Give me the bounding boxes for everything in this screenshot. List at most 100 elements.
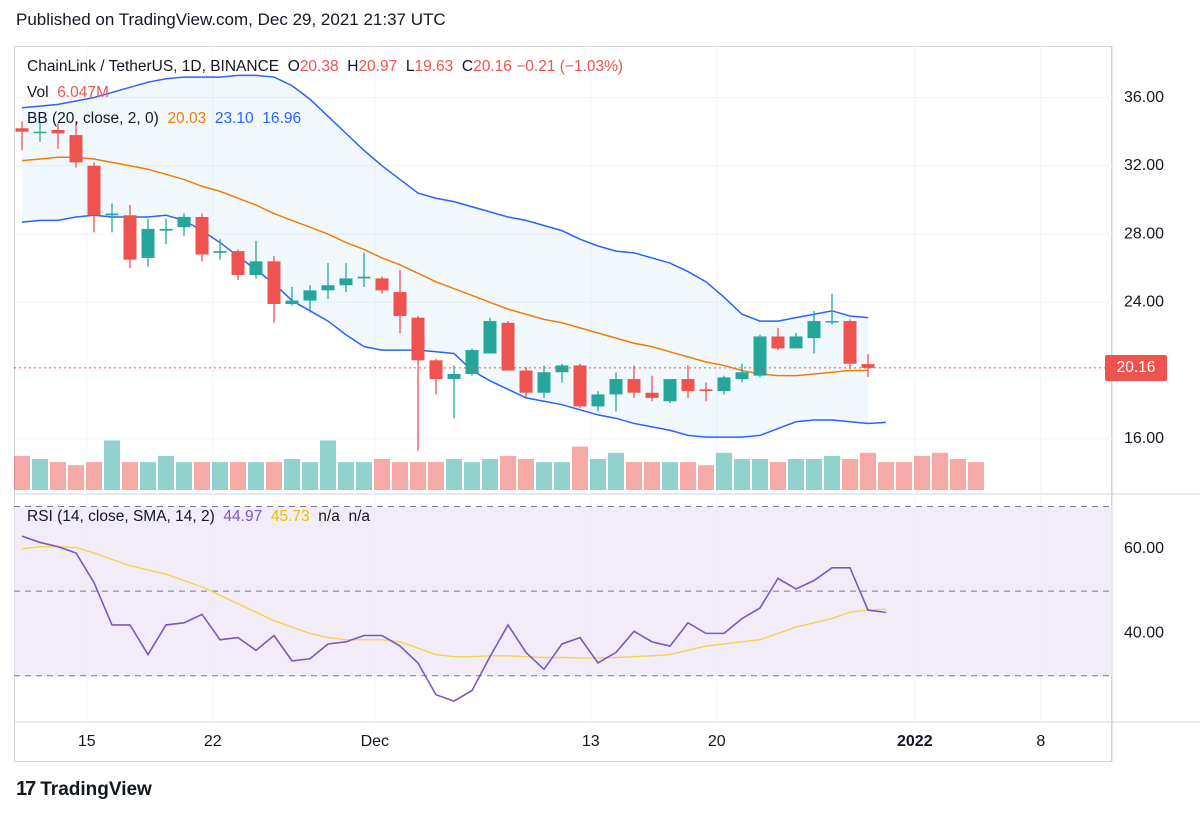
bollinger-label: BB (20, close, 2, 0) (27, 110, 159, 127)
price-tick-label: 24.00 (1124, 294, 1164, 311)
volume-bar (32, 459, 48, 490)
price-tick-label: 32.00 (1124, 157, 1164, 174)
time-tick-label: 13 (582, 733, 600, 750)
volume-bar (122, 462, 138, 490)
time-tick-label: 15 (78, 733, 96, 750)
symbol-legend: ChainLink / TetherUS, 1D, BINANCE O20.38… (27, 58, 623, 76)
volume-bar (482, 459, 498, 490)
low-value: 19.63 (414, 58, 454, 75)
tradingview-brand-text: TradingView (40, 778, 152, 800)
symbol-name: ChainLink / TetherUS, 1D, BINANCE (27, 58, 280, 75)
volume-bar (572, 446, 588, 490)
change-value: −0.21 (−1.03%) (516, 58, 624, 75)
candle-body (51, 129, 65, 134)
tradingview-logo[interactable]: 17 TradingView (16, 778, 152, 801)
volume-bar (644, 462, 660, 490)
candle-body (15, 128, 29, 132)
volume-bar (176, 462, 192, 490)
candle-body (393, 292, 407, 316)
rsi-label: RSI (14, close, SMA, 14, 2) (27, 508, 215, 525)
volume-bar (338, 462, 354, 490)
candle-body (69, 135, 83, 163)
candle-body (429, 360, 443, 380)
volume-bar (284, 459, 300, 490)
candle-body (717, 377, 731, 392)
candle-body (501, 322, 515, 371)
volume-bar (392, 462, 408, 490)
candle-body (357, 276, 371, 279)
candle-body (843, 321, 857, 364)
price-tick-label: 36.00 (1124, 89, 1164, 106)
candle-body (483, 321, 497, 354)
time-tick-label: Dec (361, 733, 389, 750)
candle-body (627, 379, 641, 393)
volume-bar (410, 462, 426, 490)
volume-bar (50, 462, 66, 490)
volume-bar (806, 459, 822, 490)
volume-bar (518, 459, 534, 490)
rsi-tick-label: 40.00 (1124, 625, 1164, 642)
candle-body (195, 216, 209, 255)
open-value: 20.38 (299, 58, 339, 75)
price-tick-label: 28.00 (1124, 225, 1164, 242)
rsi-legend: RSI (14, close, SMA, 14, 2) 44.97 45.73 … (27, 508, 370, 526)
volume-bar (320, 440, 336, 490)
volume-bar (68, 465, 84, 490)
tradingview-logo-icon: 17 (16, 778, 36, 800)
bollinger-fill (22, 75, 868, 438)
candle-body (33, 131, 47, 134)
volume-bar (716, 452, 732, 490)
volume-bar (860, 452, 876, 490)
candle-body (321, 285, 335, 291)
volume-bar (536, 462, 552, 490)
candle-body (267, 261, 281, 305)
high-label: H (347, 58, 359, 75)
volume-bar (968, 462, 984, 490)
volume-bar (230, 462, 246, 490)
volume-bar (140, 462, 156, 490)
candle-body (735, 372, 749, 380)
candle-body (663, 379, 677, 402)
volume-bar (788, 459, 804, 490)
close-value: 20.16 (473, 58, 512, 75)
candle-body (573, 365, 587, 407)
volume-bar (770, 462, 786, 490)
candle-body (285, 300, 299, 305)
candle-body (177, 216, 191, 228)
volume-bar (734, 459, 750, 490)
candle-body (447, 373, 461, 380)
candle-body (411, 317, 425, 361)
candle-body (303, 290, 317, 301)
bollinger-lower-value: 16.96 (262, 110, 302, 127)
bollinger-upper-line (21, 74, 869, 322)
volume-bar (590, 459, 606, 490)
volume-bar (446, 459, 462, 490)
volume-bar (248, 462, 264, 490)
bollinger-legend: BB (20, close, 2, 0) 20.03 23.10 16.96 (27, 110, 301, 128)
volume-bar (626, 462, 642, 490)
volume-bar (158, 455, 174, 490)
volume-bar (428, 462, 444, 490)
published-caption: Published on TradingView.com, Dec 29, 20… (16, 10, 446, 29)
volume-bar (878, 462, 894, 490)
bollinger-basis-value: 20.03 (167, 110, 207, 127)
volume-bar (302, 462, 318, 490)
candle-body (753, 336, 767, 376)
last-price-tag: 20.16 (1105, 354, 1167, 381)
candle-body (249, 261, 263, 275)
candle-body (699, 389, 713, 392)
time-tick-label: 8 (1036, 733, 1045, 750)
volume-legend: Vol 6.047M (27, 84, 109, 102)
time-tick-label: 2022 (897, 733, 933, 750)
rsi-na-2: n/a (348, 508, 371, 525)
rsi-na-1: n/a (318, 508, 340, 525)
volume-value: 6.047M (57, 84, 109, 101)
high-value: 20.97 (358, 58, 398, 75)
volume-bar (680, 462, 696, 490)
volume-bar (86, 462, 102, 490)
volume-bar (698, 465, 714, 490)
candle-body (537, 372, 551, 393)
volume-label: Vol (27, 84, 49, 101)
volume-bar (932, 452, 948, 490)
